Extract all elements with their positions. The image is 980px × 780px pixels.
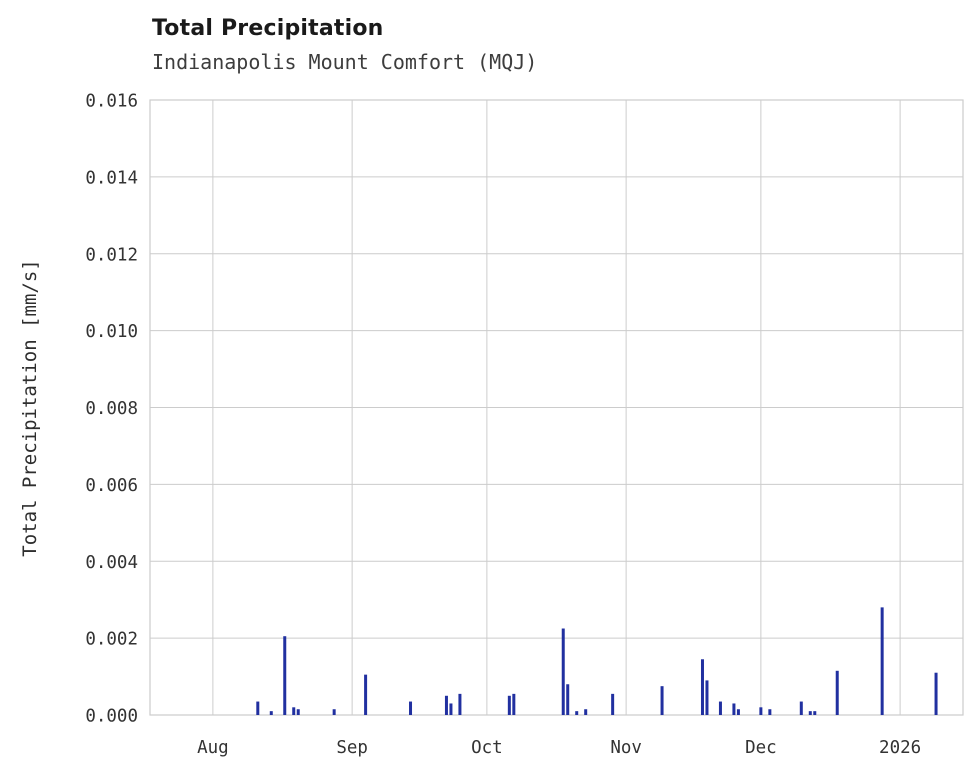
y-axis-tick-labels: 0.000 0.002 0.004 0.006 0.008 0.010 0.012 0.014… xyxy=(85,92,138,727)
precipitation-bar xyxy=(584,709,588,715)
precipitation-bar xyxy=(808,711,812,715)
precipitation-bar xyxy=(736,709,740,715)
precipitation-bars xyxy=(256,607,938,715)
precipitation-bar xyxy=(296,709,300,715)
y-tick-label: 0.016 xyxy=(85,92,138,112)
precipitation-bar xyxy=(768,709,772,715)
y-axis-label: Total Precipitation [mm/s] xyxy=(19,259,41,557)
precipitation-bar xyxy=(507,695,511,715)
precipitation-bar xyxy=(934,672,938,715)
precipitation-bar xyxy=(292,707,296,715)
precipitation-bar xyxy=(660,686,664,715)
precipitation-bar xyxy=(705,680,709,715)
chart-subtitle: Indianapolis Mount Comfort (MQJ) xyxy=(152,50,538,74)
precipitation-bar xyxy=(566,684,570,715)
precipitation-bar xyxy=(799,701,803,715)
precipitation-bar xyxy=(813,711,817,715)
plot-area-border xyxy=(149,99,964,716)
y-tick-label: 0.014 xyxy=(85,168,138,188)
plot-border xyxy=(149,99,964,716)
y-tick-label: 0.002 xyxy=(85,630,138,650)
y-tick-label: 0.006 xyxy=(85,476,138,496)
precipitation-bar xyxy=(732,703,736,715)
x-tick-label: Sep xyxy=(336,738,368,758)
precipitation-bar xyxy=(444,695,448,715)
x-tick-label: Oct xyxy=(471,738,503,758)
precipitation-bar xyxy=(364,674,368,715)
y-tick-label: 0.012 xyxy=(85,245,138,265)
y-tick-label: 0.000 xyxy=(85,707,138,727)
gridlines xyxy=(150,99,963,716)
y-tick-label: 0.010 xyxy=(85,322,138,342)
chart-title: Total Precipitation xyxy=(152,16,384,41)
precipitation-bar xyxy=(700,659,704,715)
precipitation-bar xyxy=(449,703,453,715)
precipitation-bar xyxy=(759,707,763,715)
precipitation-bar xyxy=(880,607,884,715)
precipitation-bar xyxy=(332,709,336,715)
precipitation-bar xyxy=(575,711,579,715)
precipitation-bar xyxy=(409,701,413,715)
y-tick-label: 0.008 xyxy=(85,399,138,419)
y-tick-label: 0.004 xyxy=(85,553,138,573)
x-tick-label: Aug xyxy=(197,738,229,758)
x-tick-label: Nov xyxy=(610,738,642,758)
precipitation-bar xyxy=(269,711,273,715)
x-tick-label: 2026 xyxy=(879,738,921,758)
x-axis-tick-labels: Aug Sep Oct Nov Dec 2026 xyxy=(197,738,921,758)
precipitation-bar xyxy=(611,693,615,715)
precipitation-bar xyxy=(718,701,722,715)
precipitation-bar xyxy=(835,670,839,715)
precipitation-bar xyxy=(283,636,287,715)
precipitation-bar xyxy=(458,693,462,715)
precipitation-bar xyxy=(256,701,260,715)
x-tick-label: Dec xyxy=(745,738,777,758)
precipitation-bar xyxy=(561,628,565,715)
precipitation-bar xyxy=(512,693,516,715)
